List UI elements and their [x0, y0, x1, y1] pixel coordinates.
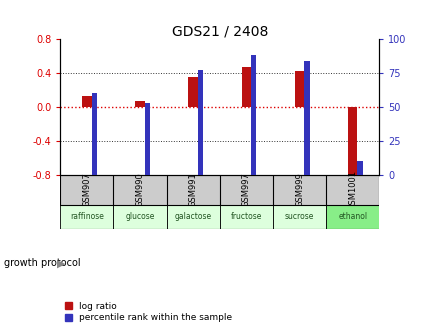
- Bar: [294, 71, 304, 107]
- Bar: [82, 96, 92, 107]
- Text: sucrose: sucrose: [284, 212, 313, 221]
- Bar: [272, 204, 326, 229]
- Text: GSM990: GSM990: [135, 172, 144, 207]
- Text: ethanol: ethanol: [338, 212, 366, 221]
- Bar: [113, 204, 166, 229]
- Bar: [241, 67, 251, 107]
- Text: growth protocol: growth protocol: [4, 258, 81, 268]
- Bar: [166, 204, 219, 229]
- Text: raffinose: raffinose: [70, 212, 104, 221]
- Bar: [326, 204, 378, 229]
- Bar: [219, 204, 272, 229]
- Text: GSM991: GSM991: [188, 172, 197, 207]
- Text: glucose: glucose: [125, 212, 154, 221]
- Text: ▶: ▶: [57, 259, 65, 269]
- Text: GSM999: GSM999: [295, 172, 303, 207]
- Text: GSM1001: GSM1001: [347, 170, 356, 210]
- Bar: [347, 107, 356, 176]
- Bar: [197, 70, 203, 175]
- Title: GDS21 / 2408: GDS21 / 2408: [171, 24, 267, 38]
- Bar: [188, 77, 197, 107]
- Bar: [144, 103, 150, 175]
- Bar: [304, 61, 309, 175]
- Bar: [92, 94, 97, 175]
- Bar: [135, 101, 144, 107]
- Text: GSM997: GSM997: [241, 172, 250, 207]
- Bar: [356, 161, 362, 175]
- Text: fructose: fructose: [230, 212, 261, 221]
- Bar: [251, 56, 256, 175]
- Bar: [60, 204, 113, 229]
- Text: galactose: galactose: [174, 212, 211, 221]
- Text: GSM907: GSM907: [82, 172, 91, 207]
- Legend: log ratio, percentile rank within the sample: log ratio, percentile rank within the sa…: [64, 302, 232, 322]
